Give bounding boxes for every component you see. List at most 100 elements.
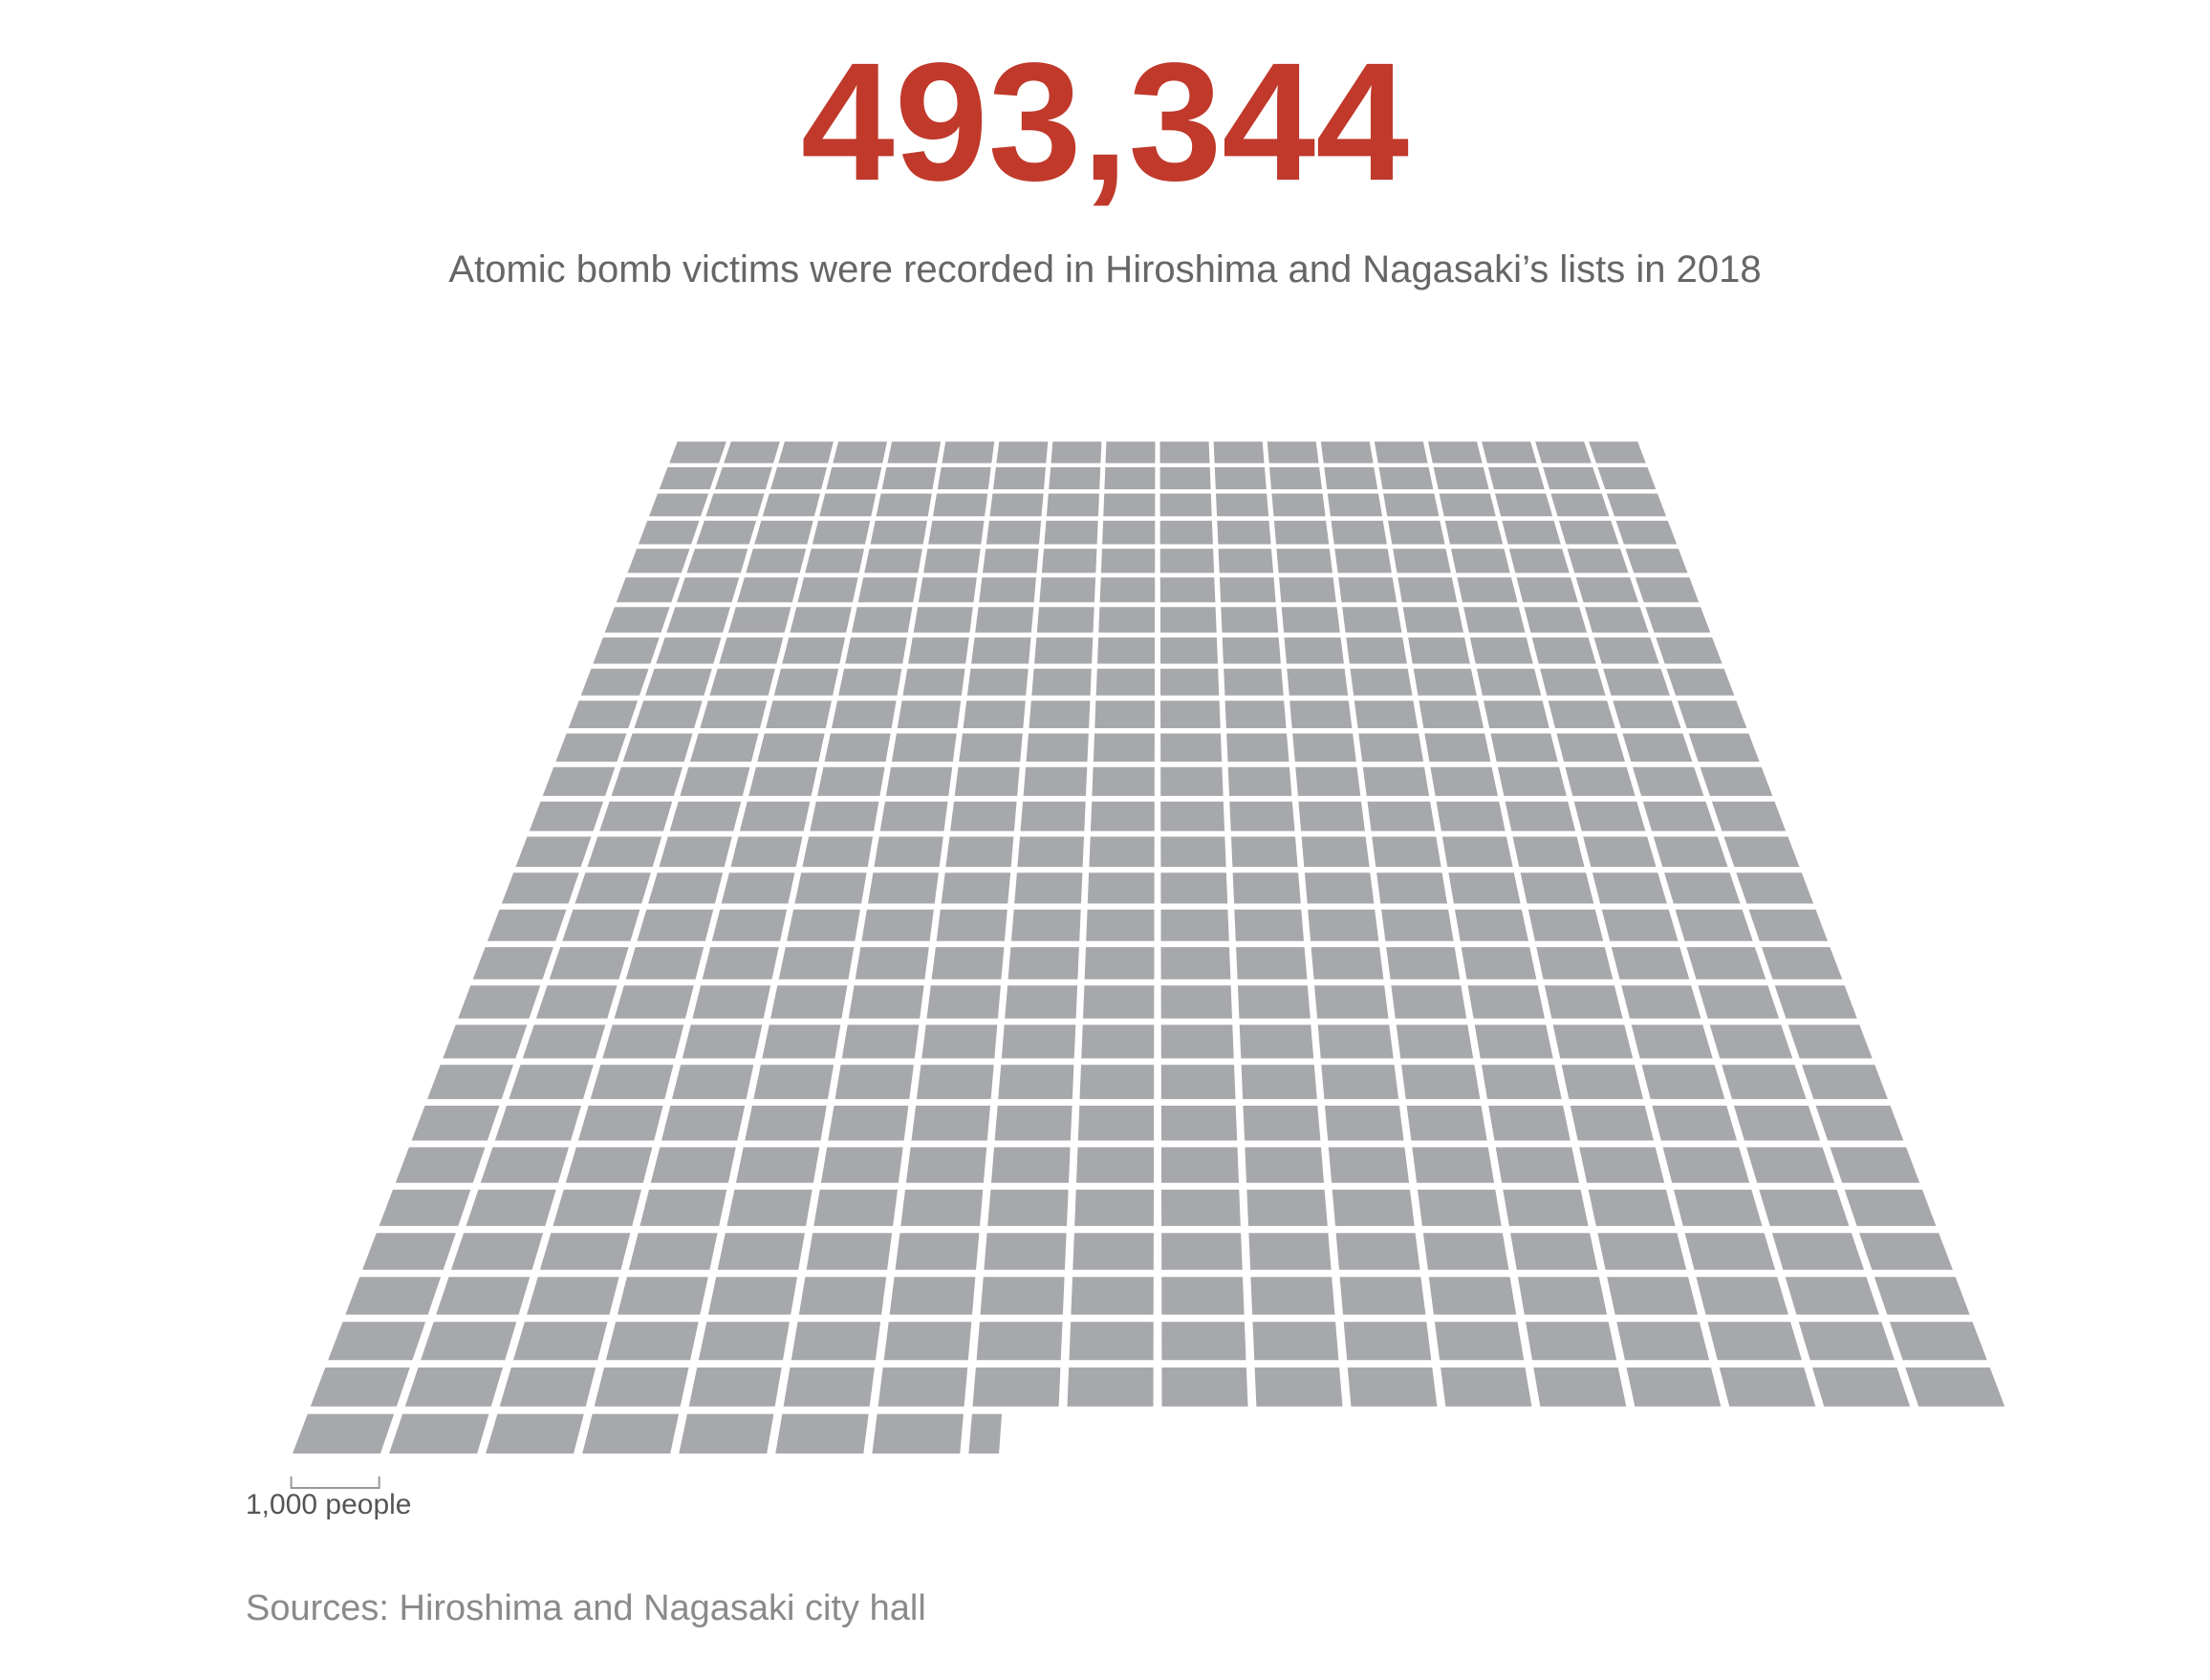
waffle-block bbox=[1327, 493, 1382, 517]
waffle-block bbox=[696, 520, 757, 545]
waffle-block bbox=[1046, 493, 1099, 517]
waffle-block bbox=[587, 836, 662, 868]
waffle-block bbox=[709, 668, 775, 696]
waffle-block bbox=[1583, 836, 1657, 868]
waffle-block bbox=[1347, 1368, 1438, 1407]
waffle-block bbox=[1488, 1106, 1571, 1141]
waffle-block bbox=[900, 1189, 984, 1226]
waffle-block bbox=[1159, 549, 1215, 573]
waffle-block bbox=[443, 1024, 528, 1059]
waffle-block bbox=[1031, 668, 1092, 696]
waffle-block bbox=[870, 520, 927, 545]
chart-subtitle: Atomic bomb victims were recorded in Hir… bbox=[448, 248, 1762, 291]
waffle-block bbox=[1267, 442, 1319, 463]
waffle-block bbox=[991, 1147, 1071, 1183]
waffle-block bbox=[1077, 1106, 1155, 1141]
waffle-block bbox=[1160, 909, 1229, 941]
waffle-block bbox=[1502, 520, 1561, 545]
waffle-block bbox=[1161, 1368, 1248, 1407]
waffle-block bbox=[1311, 947, 1384, 980]
waffle-block bbox=[1227, 766, 1292, 796]
waffle-block bbox=[659, 836, 732, 868]
waffle-block bbox=[817, 766, 885, 796]
waffle-block bbox=[1301, 836, 1370, 868]
waffle-block bbox=[1342, 607, 1402, 633]
waffle-block bbox=[1524, 607, 1588, 633]
waffle-block bbox=[1484, 700, 1549, 728]
waffle-block bbox=[1434, 1322, 1525, 1361]
waffle-block bbox=[602, 1024, 684, 1059]
waffle-block bbox=[1487, 466, 1545, 489]
waffle-block bbox=[661, 1106, 746, 1141]
waffle-block bbox=[1664, 872, 1741, 904]
waffle-block bbox=[1430, 766, 1498, 796]
waffle-block bbox=[1531, 637, 1596, 664]
waffle-block bbox=[826, 466, 882, 489]
waffle-block bbox=[1097, 637, 1156, 664]
waffle-block bbox=[1237, 985, 1311, 1019]
waffle-block bbox=[757, 733, 825, 762]
waffle-block bbox=[669, 801, 742, 831]
waffle-block bbox=[721, 872, 795, 904]
waffle-block bbox=[1674, 1189, 1763, 1226]
waffle-block bbox=[824, 733, 891, 762]
waffle-block bbox=[1402, 607, 1463, 633]
waffle-block bbox=[810, 801, 879, 831]
waffle-block bbox=[923, 549, 981, 573]
waffle-block bbox=[1017, 836, 1084, 868]
waffle-block bbox=[494, 1106, 581, 1141]
waffle-block bbox=[1579, 1147, 1665, 1183]
waffle-block bbox=[1279, 577, 1336, 603]
waffle-block bbox=[1505, 801, 1576, 831]
waffle-block bbox=[711, 909, 788, 941]
waffle-block bbox=[1520, 872, 1594, 904]
waffle-block bbox=[966, 668, 1029, 696]
waffle-block bbox=[762, 493, 820, 517]
waffle-block bbox=[726, 1189, 812, 1226]
waffle-block bbox=[698, 1322, 790, 1361]
waffle-block bbox=[1798, 1322, 1895, 1361]
waffle-block bbox=[1160, 1106, 1238, 1141]
waffle-block bbox=[656, 637, 722, 664]
waffle-block bbox=[677, 577, 740, 603]
waffle-block bbox=[1089, 836, 1155, 868]
waffle-block bbox=[686, 549, 748, 573]
waffle-block bbox=[1232, 872, 1301, 904]
waffle-block bbox=[1254, 1368, 1343, 1407]
waffle-block bbox=[1338, 577, 1398, 603]
waffle-block bbox=[1281, 607, 1340, 633]
waffle-block bbox=[1406, 1106, 1487, 1141]
waffle-block bbox=[876, 493, 932, 517]
waffle-block bbox=[599, 801, 673, 831]
waffle-block bbox=[645, 668, 712, 696]
waffle-block bbox=[1558, 520, 1619, 545]
waffle-block bbox=[1332, 1189, 1415, 1226]
waffle-block bbox=[1229, 801, 1295, 831]
waffle-block bbox=[1567, 549, 1629, 573]
waffle-block bbox=[820, 1147, 903, 1183]
waffle-block bbox=[1362, 766, 1430, 796]
waffle-block bbox=[931, 947, 1005, 980]
waffle-block bbox=[1160, 700, 1221, 728]
waffle-block bbox=[594, 1368, 689, 1407]
waffle-block bbox=[1217, 520, 1271, 545]
waffle-block bbox=[690, 733, 759, 762]
waffle-block bbox=[994, 1106, 1072, 1141]
waffle-block-partial-row bbox=[292, 1413, 395, 1454]
waffle-block bbox=[1161, 1233, 1243, 1270]
waffle-block bbox=[1451, 549, 1510, 573]
waffle-block bbox=[1626, 1368, 1722, 1407]
waffle-block bbox=[1094, 700, 1155, 728]
waffle-block bbox=[1516, 577, 1578, 603]
waffle-block bbox=[672, 1065, 754, 1100]
waffle-block bbox=[1161, 1189, 1241, 1226]
waffle-block bbox=[1482, 442, 1537, 463]
waffle-block bbox=[509, 1065, 594, 1100]
waffle-block bbox=[1621, 985, 1701, 1019]
waffle-block bbox=[1099, 577, 1156, 603]
waffle-block bbox=[1159, 577, 1216, 603]
waffle-block bbox=[577, 1106, 663, 1141]
waffle-block bbox=[574, 872, 651, 904]
waffle-block-partial-row bbox=[389, 1413, 489, 1454]
waffle-block bbox=[682, 1024, 763, 1059]
